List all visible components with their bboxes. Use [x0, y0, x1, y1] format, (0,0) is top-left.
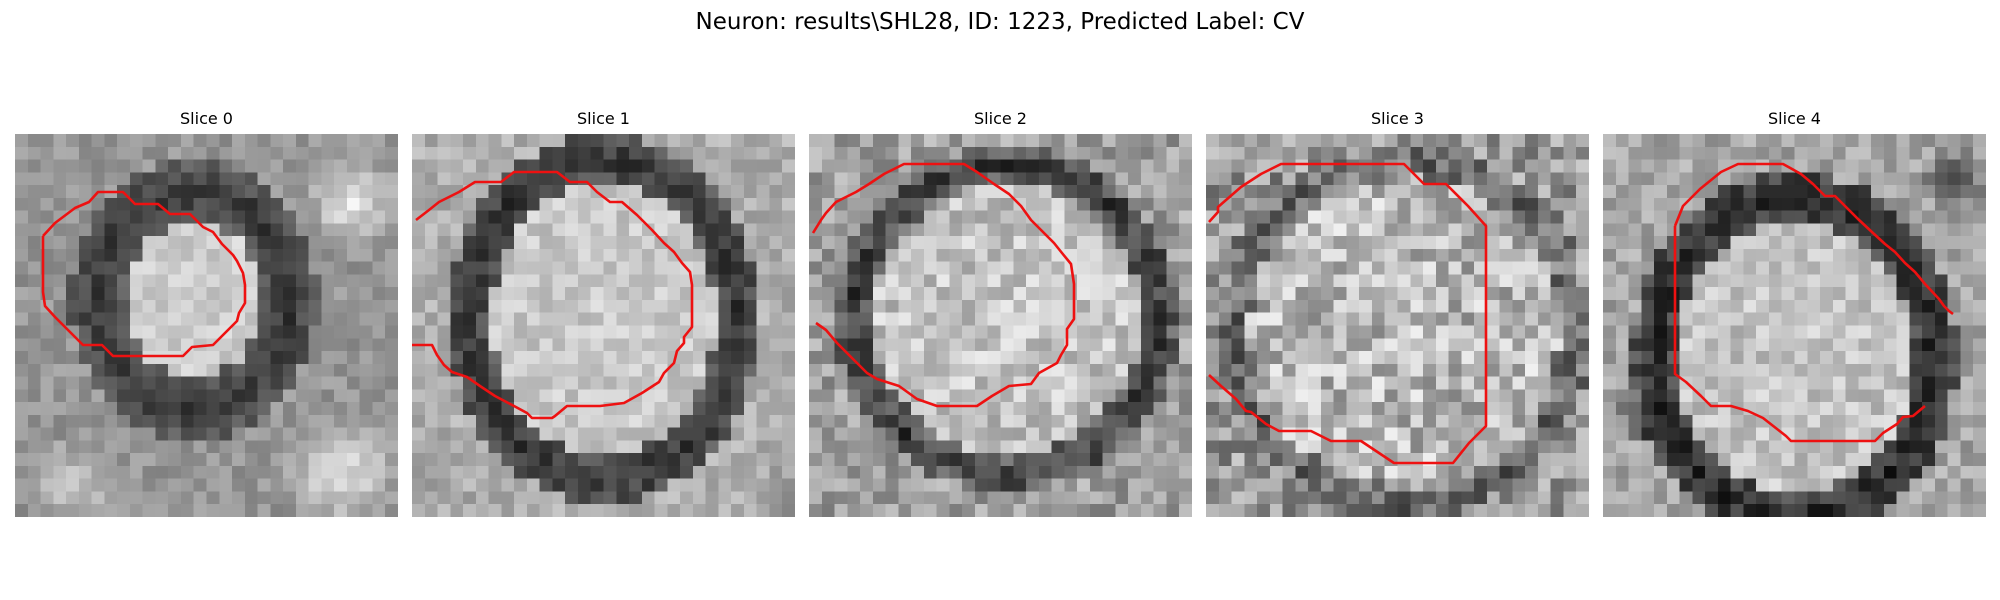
slice-image — [1603, 134, 1986, 517]
slice-image — [15, 134, 398, 517]
slice-title: Slice 4 — [1768, 109, 1821, 128]
contour-overlay — [811, 162, 1076, 408]
contour-overlay — [1673, 162, 1954, 443]
segmentation-contour — [1673, 162, 1954, 316]
slice-panel-1: Slice 1 — [412, 108, 795, 517]
slice-title: Slice 1 — [577, 109, 630, 128]
segmentation-contour — [41, 190, 247, 358]
slice-image — [809, 134, 1192, 517]
microscopy-canvas — [1603, 134, 1986, 517]
segmentation-contour — [1673, 226, 1926, 443]
slice-title: Slice 3 — [1371, 109, 1424, 128]
microscopy-canvas — [809, 134, 1192, 517]
slice-title: Slice 2 — [974, 109, 1027, 128]
slice-title: Slice 0 — [180, 109, 233, 128]
slice-panel-3: Slice 3 — [1206, 108, 1589, 517]
microscopy-canvas — [1206, 134, 1589, 517]
figure-title: Neuron: results\SHL28, ID: 1223, Predict… — [695, 9, 1305, 35]
contour-overlay — [412, 170, 694, 420]
slice-panel-4: Slice 4 — [1603, 108, 1986, 517]
slice-image — [1206, 134, 1589, 517]
contour-overlay — [1208, 162, 1488, 465]
microscopy-canvas — [15, 134, 398, 517]
slice-image — [412, 134, 795, 517]
contour-overlay — [41, 190, 247, 358]
segmentation-contour — [1208, 162, 1488, 465]
segmentation-contour — [412, 170, 694, 420]
slice-panel-2: Slice 2 — [809, 108, 1192, 517]
slice-panel-0: Slice 0 — [15, 108, 398, 517]
segmentation-contour — [811, 162, 1076, 408]
